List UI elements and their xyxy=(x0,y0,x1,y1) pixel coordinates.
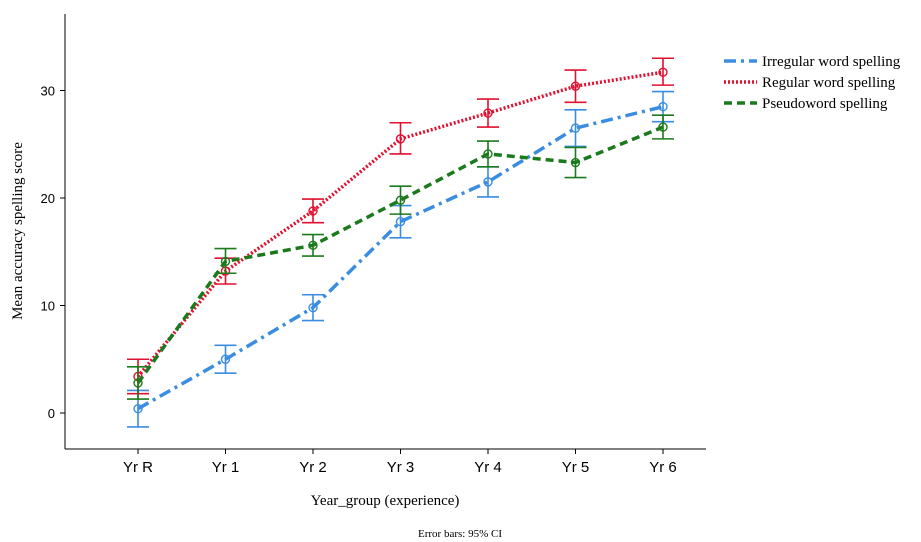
legend: Irregular word spelling Regular word spel… xyxy=(724,54,901,112)
series-line xyxy=(137,104,664,411)
data-point xyxy=(570,123,581,133)
y-ticks: 0 10 20 30 xyxy=(41,84,65,421)
legend-item: Pseudoword spelling xyxy=(724,96,888,112)
legend-label: Pseudoword spelling xyxy=(762,96,888,112)
y-axis-label: Mean accuracy spelling score xyxy=(10,142,26,320)
error-bar xyxy=(564,109,587,148)
y-tick-label: 0 xyxy=(48,406,55,421)
error-bar xyxy=(652,57,674,86)
x-tick-label: Yr 2 xyxy=(299,459,327,476)
data-point xyxy=(570,81,581,91)
data-point xyxy=(483,108,493,118)
error-bar xyxy=(302,198,324,224)
legend-label: Regular word spelling xyxy=(762,75,896,91)
x-tick-label: Yr 5 xyxy=(562,459,590,476)
data-point xyxy=(133,404,143,414)
data-point xyxy=(220,354,231,364)
data-point xyxy=(570,157,581,168)
data-point xyxy=(133,378,143,388)
data-point xyxy=(308,302,318,313)
y-tick-label: 10 xyxy=(41,299,55,314)
y-tick-label: 20 xyxy=(41,191,55,206)
legend-item: Irregular word spelling xyxy=(724,54,901,70)
y-tick-label: 30 xyxy=(41,84,55,99)
data-point xyxy=(308,206,318,216)
data-point xyxy=(395,195,406,205)
x-tick-label: Yr 1 xyxy=(212,459,240,476)
series-line xyxy=(136,125,664,384)
error-bar-footnote: Error bars: 95% CI xyxy=(418,528,502,540)
data-point xyxy=(395,134,406,144)
data-point xyxy=(220,256,231,267)
x-tick-label: Yr 4 xyxy=(474,459,502,476)
data-point xyxy=(658,101,668,112)
data-point xyxy=(308,240,318,251)
data-point xyxy=(395,216,406,227)
x-tick-label: Yr R xyxy=(123,459,153,476)
x-axis-label: Year_group (experience) xyxy=(311,493,460,509)
error-bar xyxy=(564,69,587,104)
series-pseudoword-spelling xyxy=(127,114,674,400)
error-bar xyxy=(477,98,499,128)
error-bar xyxy=(477,166,499,198)
data-point xyxy=(483,149,493,159)
legend-label: Irregular word spelling xyxy=(762,54,901,70)
x-ticks: Yr R Yr 1 Yr 2 Yr 3 Yr 4 Yr 5 Yr 6 xyxy=(123,449,677,476)
legend-item: Regular word spelling xyxy=(724,75,896,91)
x-tick-label: Yr 3 xyxy=(387,459,415,476)
data-point xyxy=(658,122,668,132)
error-bar xyxy=(389,185,412,215)
series-group xyxy=(127,57,674,428)
data-point xyxy=(658,67,668,77)
axes xyxy=(64,14,706,450)
data-point xyxy=(483,177,493,187)
x-tick-label: Yr 6 xyxy=(649,459,677,476)
